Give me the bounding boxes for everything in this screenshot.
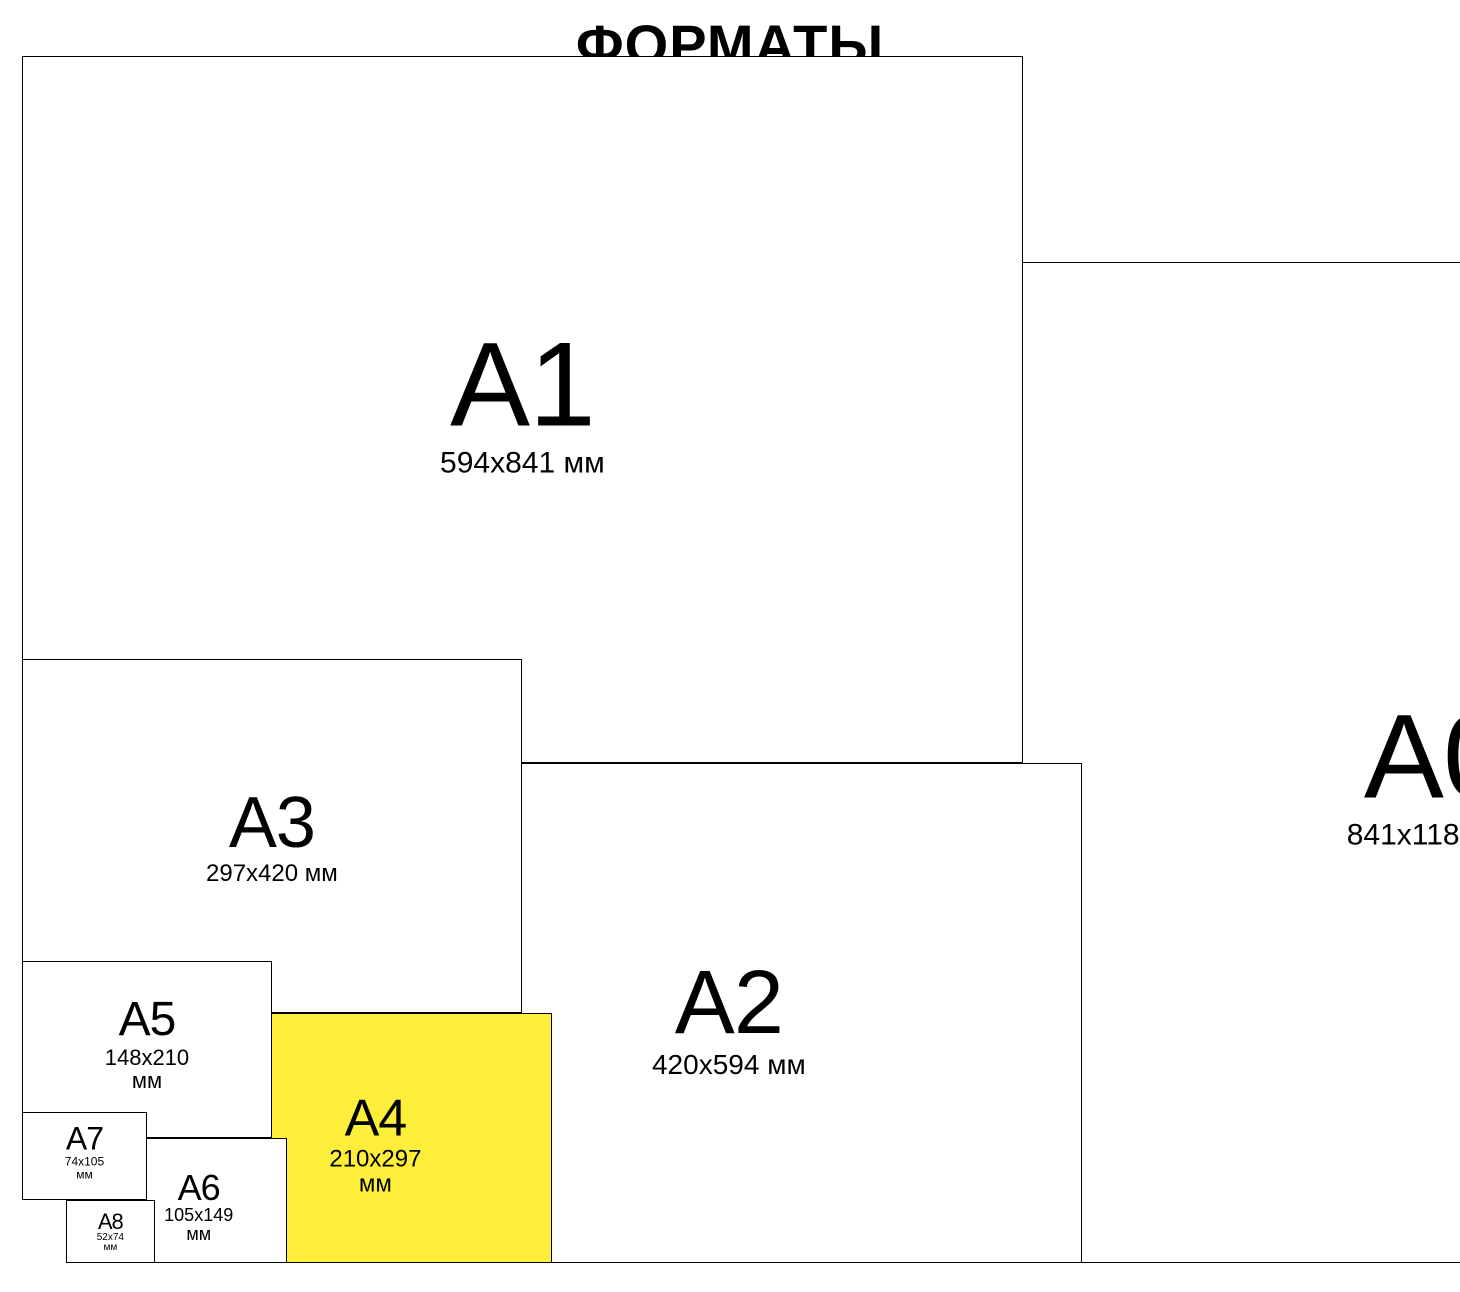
paper-name-a8: A8: [98, 1210, 123, 1233]
paper-name-a2: A2: [675, 956, 783, 1050]
paper-dims-a1: 594x841 мм: [440, 447, 605, 479]
paper-name-a3: A3: [229, 786, 315, 862]
paper-name-a4: A4: [345, 1092, 407, 1147]
paper-name-a7: A7: [66, 1122, 103, 1156]
paper-box-a8: A852x74 мм: [66, 1200, 154, 1262]
paper-box-a1: A1594x841 мм: [22, 56, 1023, 763]
paper-name-a0: A0: [1364, 693, 1460, 819]
paper-name-a6: A6: [178, 1169, 220, 1207]
paper-dims-a2: 420x594 мм: [652, 1050, 806, 1079]
paper-dims-a8: 52x74 мм: [97, 1233, 124, 1254]
paper-name-a1: A1: [450, 321, 595, 447]
paper-name-a5: A5: [119, 995, 176, 1045]
paper-box-a7: A774x105 мм: [22, 1112, 147, 1200]
paper-dims-a4: 210x297 мм: [329, 1146, 421, 1196]
paper-dims-a0: 841x1189 мм: [1347, 819, 1460, 851]
paper-dims-a5: 148x210 мм: [105, 1046, 189, 1092]
paper-dims-a6: 105x149 мм: [164, 1206, 233, 1244]
page: ФОРМАТЫ (раскладка) A0841x1189 ммA1594x8…: [0, 0, 1460, 1292]
paper-box-a3: A3297x420 мм: [22, 659, 522, 1012]
paper-dims-a7: 74x105 мм: [65, 1156, 104, 1181]
paper-size-diagram: A0841x1189 ммA1594x841 ммA2420x594 ммA32…: [22, 262, 1437, 1263]
paper-dims-a3: 297x420 мм: [206, 861, 338, 886]
